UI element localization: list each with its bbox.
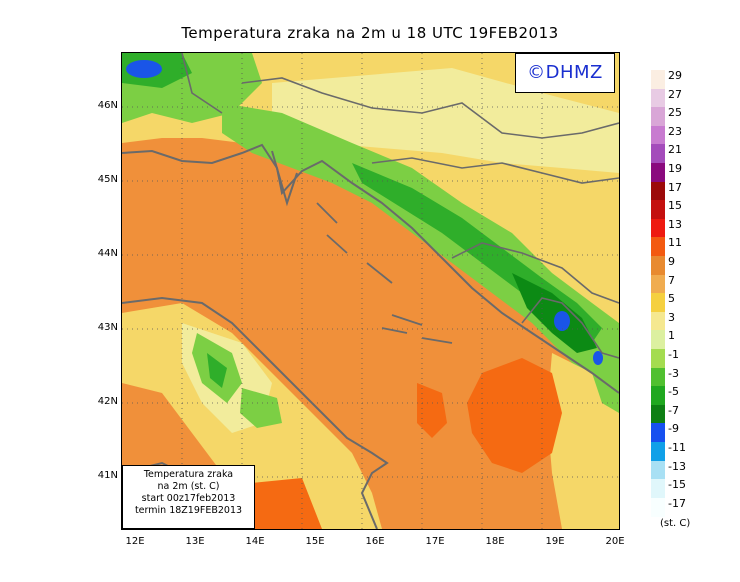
colorbar-swatch	[651, 107, 665, 127]
colorbar-label: 9	[668, 255, 675, 268]
colorbar-label: 3	[668, 310, 675, 324]
colorbar-swatch	[651, 256, 665, 276]
x-tick-15e: 15E	[305, 536, 325, 547]
x-tick-20e: 20E	[605, 536, 625, 547]
colorbar-label: 23	[668, 124, 682, 138]
land-darkgreen-italy	[207, 353, 227, 388]
land-green-band	[222, 103, 619, 383]
x-tick-14e: 14E	[245, 536, 265, 547]
colorbar-swatch	[651, 274, 665, 294]
y-tick-46n: 46N	[97, 100, 118, 111]
colorbar-swatch	[651, 330, 665, 350]
colorbar-label: 29	[668, 69, 682, 82]
colorbar-swatch	[651, 404, 665, 424]
colorbar-label: -5	[668, 385, 679, 399]
info-line-2: na 2m (st. C)	[157, 481, 220, 492]
colorbar-swatch	[651, 70, 665, 90]
colorbar-label: -11	[668, 441, 686, 454]
dhmz-logo: ©DHMZ	[515, 53, 615, 93]
colorbar-swatch	[651, 293, 665, 313]
colorbar-swatch	[651, 349, 665, 369]
colorbar-label: 21	[668, 143, 682, 157]
colorbar-unit: (st. C)	[660, 518, 691, 529]
colorbar-label: 5	[668, 292, 675, 306]
colorbar-swatch	[651, 479, 665, 499]
x-tick-16e: 16E	[365, 536, 385, 547]
colorbar-label: 17	[668, 180, 682, 194]
info-line-4: termin 18Z19FEB2013	[134, 505, 243, 516]
info-line-1: Temperatura zraka	[143, 469, 234, 480]
islands	[316, 202, 453, 344]
colorbar-swatch	[651, 88, 665, 108]
land-deep-patch	[512, 273, 597, 353]
colorbar-swatch	[651, 200, 665, 220]
colorbar-swatch	[651, 237, 665, 257]
colorbar-label: 7	[668, 273, 675, 287]
colorbar-swatch	[651, 163, 665, 183]
cold-spot-montenegro	[554, 311, 570, 331]
y-tick-44n: 44N	[97, 248, 118, 259]
colorbar-label: 15	[668, 199, 682, 213]
colorbar-swatch	[651, 460, 665, 480]
x-tick-19e: 19E	[545, 536, 565, 547]
sea-hot-west	[417, 383, 447, 438]
colorbar-label: 19	[668, 162, 682, 175]
info-line-3: start 00z17feb2013	[141, 493, 236, 504]
colorbar-swatch	[651, 367, 665, 387]
colorbar-label: -7	[668, 403, 679, 417]
colorbar-swatch	[651, 386, 665, 406]
sea-hot-south	[467, 358, 562, 473]
x-tick-17e: 17E	[425, 536, 445, 547]
y-tick-41n: 41N	[97, 470, 118, 481]
colorbar-label: -1	[668, 348, 679, 361]
colorbar-swatch	[651, 125, 665, 145]
y-tick-42n: 42N	[97, 396, 118, 407]
colorbar-label: 11	[668, 236, 682, 250]
cold-spot-southeast	[593, 351, 603, 365]
colorbar-swatch	[651, 218, 665, 238]
map-title: Temperatura zraka na 2m u 18 UTC 19FEB20…	[181, 24, 559, 42]
colorbar-label: 25	[668, 106, 682, 120]
colorbar-label: -9	[668, 422, 679, 436]
land-green-italy-2	[240, 388, 282, 428]
y-tick-43n: 43N	[97, 322, 118, 333]
sea-hot-corner	[252, 478, 322, 529]
colorbar-label: 1	[668, 329, 675, 343]
land-pale-north	[272, 68, 619, 173]
cold-spot-northwest	[126, 60, 162, 78]
colorbar-label: -13	[668, 459, 686, 473]
colorbar-swatch	[651, 442, 665, 462]
colorbar-swatch	[651, 144, 665, 164]
colorbar-label: -17	[668, 496, 686, 510]
colorbar-swatch	[651, 311, 665, 331]
y-tick-45n: 45N	[97, 174, 118, 185]
colorbar-swatch	[651, 423, 665, 443]
borders	[181, 53, 619, 359]
x-tick-13e: 13E	[185, 536, 205, 547]
colorbar-label: -15	[668, 478, 686, 492]
temperature-map	[121, 52, 620, 530]
x-tick-12e: 12E	[125, 536, 145, 547]
colorbar-label: 13	[668, 217, 682, 231]
colorbar-swatch	[651, 497, 665, 517]
x-tick-18e: 18E	[485, 536, 505, 547]
colorbar-label: 27	[668, 87, 682, 101]
colorbar-label: -3	[668, 366, 679, 380]
colorbar-swatch	[651, 181, 665, 201]
info-box: Temperatura zraka na 2m (st. C) start 00…	[122, 465, 255, 529]
